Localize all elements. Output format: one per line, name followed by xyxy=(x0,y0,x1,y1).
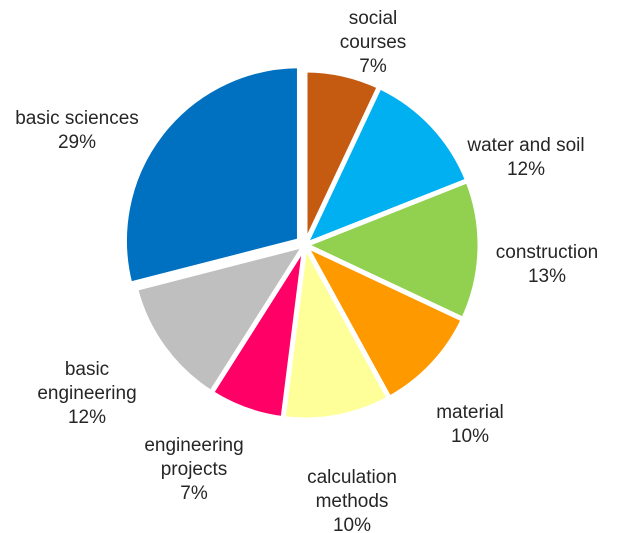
slice-label: social courses 7% xyxy=(340,8,407,77)
slice-value-label: 10% xyxy=(333,515,371,533)
slice-value-label: 12% xyxy=(507,159,545,180)
slice-value-label: 10% xyxy=(451,426,489,447)
slice-value-label: 13% xyxy=(528,266,566,287)
slice-value-label: 29% xyxy=(58,132,96,153)
pie-slice-material xyxy=(299,239,467,402)
slice-category-label: social xyxy=(349,8,398,29)
slice-label: construction 13% xyxy=(496,242,598,287)
pie-slice-construction xyxy=(298,177,483,323)
slice-category-label: engineering xyxy=(144,435,243,456)
pie-slices xyxy=(121,63,483,423)
pie-slice-basic-sciences xyxy=(121,63,302,288)
slice-category-label: engineering xyxy=(37,383,136,404)
slice-value-label: 7% xyxy=(180,483,208,504)
slice-label: material 10% xyxy=(436,402,504,447)
slice-category-label: courses xyxy=(340,32,407,53)
pie-slice-calculation-methods xyxy=(280,237,393,423)
slice-category-label: projects xyxy=(161,459,228,480)
slice-label: engineering projects 7% xyxy=(144,435,243,504)
slice-category-label: methods xyxy=(316,491,389,512)
slice-category-label: material xyxy=(436,402,504,423)
slice-label: basic engineering 12% xyxy=(37,359,136,428)
slice-category-label: basic xyxy=(65,359,109,380)
slice-category-label: water and soil xyxy=(466,135,584,156)
slice-category-label: basic sciences xyxy=(15,108,139,129)
slice-value-label: 7% xyxy=(359,56,387,77)
slice-category-label: calculation xyxy=(307,467,397,488)
slice-label: calculation methods 10% xyxy=(307,467,397,533)
slice-category-label: construction xyxy=(496,242,598,263)
pie-slice-basic-engineering xyxy=(132,241,311,397)
slice-label: basic sciences 29% xyxy=(15,108,139,153)
pie-labels: social courses 7% water and soil 12% construc… xyxy=(15,8,598,533)
slice-value-label: 12% xyxy=(68,407,106,428)
pie-slice-water-and-soil xyxy=(300,83,471,250)
slice-label: water and soil 12% xyxy=(466,135,584,180)
